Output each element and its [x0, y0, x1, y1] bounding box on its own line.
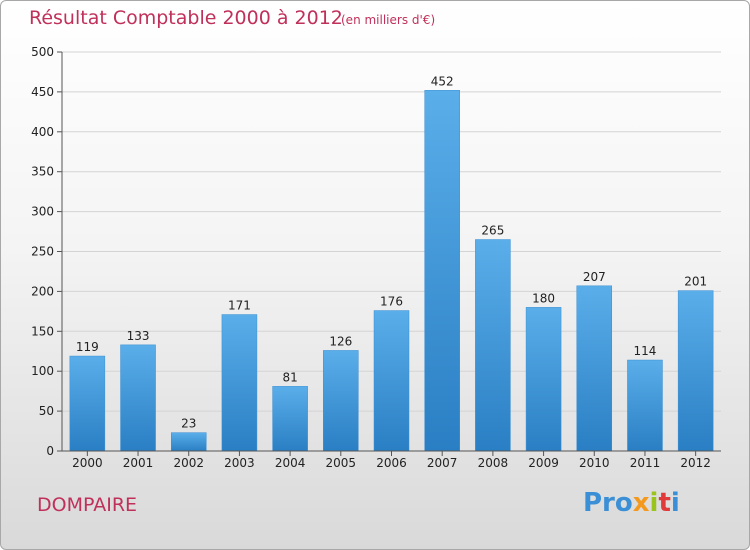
logo-part-1: Pro — [583, 488, 633, 518]
bar-2004 — [272, 386, 308, 452]
chart-subtitle: (en milliers d'€) — [341, 13, 436, 27]
data-label: 171 — [228, 299, 251, 313]
y-tick-label: 200 — [31, 284, 54, 298]
x-tick-label: 2008 — [478, 456, 509, 470]
data-label: 452 — [431, 74, 454, 88]
bar-2011 — [627, 359, 663, 452]
x-tick-label: 2001 — [123, 456, 154, 470]
proxiti-logo: Proxiti — [583, 488, 680, 518]
bar-2009 — [525, 307, 562, 452]
x-tick-label: 2012 — [680, 456, 711, 470]
data-label: 180 — [532, 291, 555, 305]
x-tick-label: 2005 — [326, 456, 357, 470]
bar-2008 — [475, 239, 511, 452]
x-axis-ticks: 2000 2001 2002 2003 2004 2005 2006 2007 2008 2009… — [72, 451, 711, 470]
bar-2012 — [677, 290, 714, 452]
y-tick-label: 250 — [31, 245, 54, 259]
y-tick-label: 350 — [31, 165, 54, 179]
bar-2002 — [170, 432, 207, 452]
y-tick-label: 450 — [31, 85, 54, 99]
bar-2000 — [69, 355, 106, 452]
data-label: 265 — [481, 224, 504, 238]
x-tick-label: 2004 — [275, 456, 306, 470]
data-label: 176 — [380, 295, 403, 309]
data-label: 81 — [282, 370, 297, 384]
y-tick-label: 50 — [39, 404, 54, 418]
x-tick-label: 2003 — [224, 456, 255, 470]
y-tick-label: 0 — [46, 444, 54, 458]
bar-2005 — [323, 350, 359, 452]
logo-part-5: i — [670, 488, 680, 518]
data-label: 23 — [181, 417, 196, 431]
x-tick-label: 2002 — [173, 456, 204, 470]
bar-2006 — [373, 310, 410, 452]
logo-part-2: x — [632, 488, 650, 518]
data-label: 207 — [583, 270, 606, 284]
x-tick-label: 2011 — [630, 456, 661, 470]
x-tick-label: 2009 — [528, 456, 559, 470]
bar-2003 — [221, 314, 258, 452]
data-label: 133 — [127, 329, 150, 343]
y-tick-label: 400 — [31, 125, 54, 139]
bar-2007 — [424, 90, 460, 452]
data-label: 114 — [634, 344, 657, 358]
x-tick-label: 2010 — [579, 456, 610, 470]
chart-title: Résultat Comptable 2000 à 2012 — [29, 7, 343, 29]
x-tick-label: 2007 — [427, 456, 458, 470]
y-tick-label: 100 — [31, 364, 54, 378]
data-label: 201 — [684, 275, 707, 289]
x-tick-label: 2006 — [376, 456, 407, 470]
logo-part-4: t — [658, 488, 671, 518]
y-tick-label: 150 — [31, 324, 54, 338]
y-tick-label: 300 — [31, 205, 54, 219]
axes — [61, 52, 721, 452]
logo-part-3: i — [649, 488, 659, 518]
bar-2010 — [576, 285, 613, 452]
bar-2001 — [120, 344, 156, 452]
y-tick-label: 500 — [31, 45, 54, 59]
x-tick-label: 2000 — [72, 456, 103, 470]
data-label: 119 — [76, 340, 99, 354]
data-label: 126 — [329, 334, 352, 348]
bars: 119 133 23 171 81 126 176 452 265 180 207 114 201 — [69, 74, 714, 452]
y-axis-ticks: 0 50 100 150 200 250 300 350 400 450 500 — [31, 45, 62, 458]
place-name: DOMPAIRE — [37, 494, 138, 516]
